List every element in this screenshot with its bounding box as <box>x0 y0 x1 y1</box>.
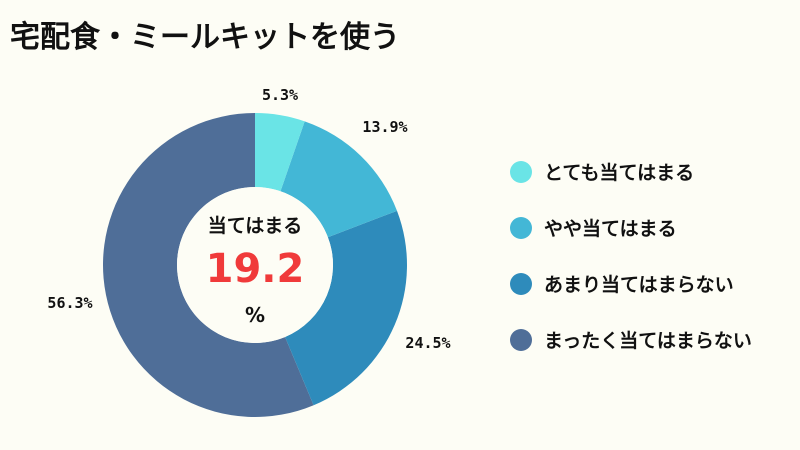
legend-swatch <box>510 216 532 239</box>
page-title: 宅配食・ミールキットを使う <box>10 20 400 55</box>
legend-item: あまり当てはまらない <box>510 270 734 297</box>
slice-2 <box>280 121 398 238</box>
legend-swatch <box>510 160 532 183</box>
data-label: 13.9% <box>362 118 407 136</box>
legend-label: あまり当てはまらない <box>544 274 734 296</box>
legend-item: やや当てはまる <box>510 214 677 241</box>
legend-swatch <box>510 328 532 351</box>
slice-4 <box>103 113 314 417</box>
data-label: 24.5% <box>405 334 450 352</box>
center-value: 19.2 <box>206 246 305 292</box>
legend-item: まったく当てはまらない <box>510 326 752 353</box>
donut-hole <box>177 187 333 343</box>
legend-label: まったく当てはまらない <box>544 330 752 352</box>
slice-1 <box>255 113 305 192</box>
legend-swatch <box>510 272 532 295</box>
legend-item: とても当てはまる <box>510 158 694 185</box>
slice-3 <box>285 210 407 406</box>
data-label: 56.3% <box>47 294 92 312</box>
legend-label: やや当てはまる <box>544 218 677 240</box>
legend-label: とても当てはまる <box>544 162 695 184</box>
data-label: 5.3% <box>262 86 298 104</box>
center-unit: % <box>245 303 265 327</box>
center-label: 当てはまる <box>208 214 303 237</box>
